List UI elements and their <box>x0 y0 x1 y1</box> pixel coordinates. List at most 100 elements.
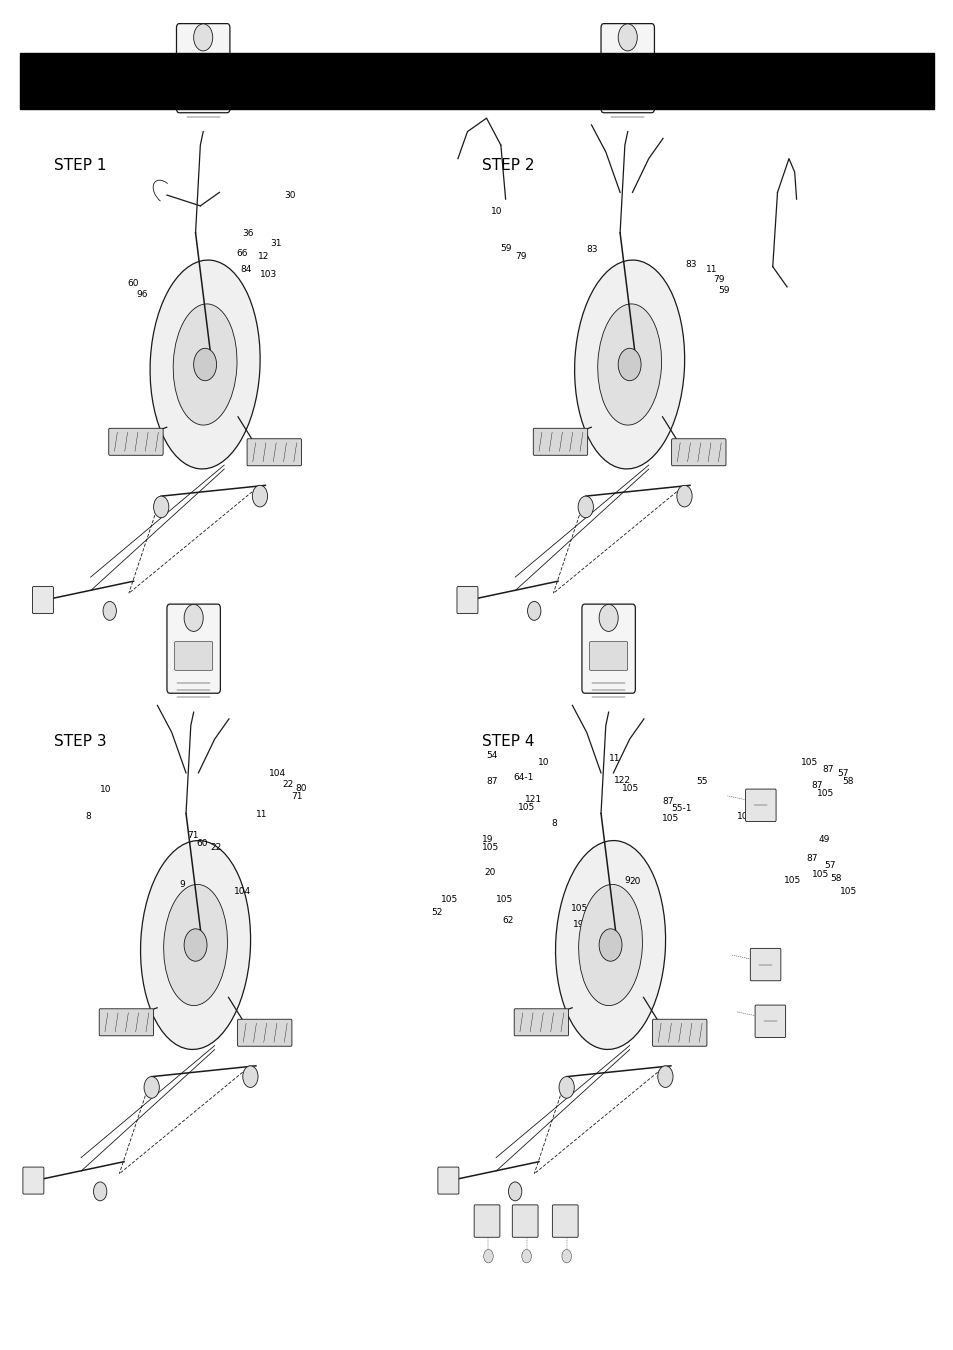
FancyBboxPatch shape <box>456 587 477 613</box>
FancyBboxPatch shape <box>167 605 220 694</box>
Circle shape <box>598 605 618 632</box>
FancyBboxPatch shape <box>99 1008 153 1035</box>
Text: 20: 20 <box>484 868 496 876</box>
FancyBboxPatch shape <box>109 428 163 455</box>
Circle shape <box>93 1183 107 1202</box>
Text: STEP 1: STEP 1 <box>54 158 107 173</box>
Circle shape <box>527 602 540 621</box>
FancyBboxPatch shape <box>184 61 222 90</box>
Text: 103: 103 <box>259 270 276 278</box>
Text: 105: 105 <box>481 844 498 852</box>
Text: 10: 10 <box>100 786 112 794</box>
Text: 87: 87 <box>821 765 833 774</box>
FancyBboxPatch shape <box>174 641 213 671</box>
Text: 71: 71 <box>291 792 302 801</box>
Text: 105: 105 <box>811 871 828 879</box>
Text: 12: 12 <box>257 252 269 261</box>
Text: 11: 11 <box>255 810 267 818</box>
FancyBboxPatch shape <box>755 1004 785 1038</box>
Bar <box>20 53 933 109</box>
Circle shape <box>252 486 267 508</box>
Text: 105: 105 <box>440 895 457 903</box>
Text: 59: 59 <box>499 244 511 252</box>
Text: STEP 2: STEP 2 <box>481 158 534 173</box>
Text: 11: 11 <box>705 266 717 274</box>
Text: 71: 71 <box>187 832 198 840</box>
Circle shape <box>242 1066 257 1088</box>
FancyBboxPatch shape <box>474 1206 499 1237</box>
Text: 11: 11 <box>608 755 619 763</box>
Text: 105: 105 <box>783 876 801 884</box>
FancyBboxPatch shape <box>552 1206 578 1237</box>
Ellipse shape <box>555 841 665 1049</box>
Ellipse shape <box>574 261 684 468</box>
Text: 19: 19 <box>573 921 584 929</box>
Text: 87: 87 <box>486 778 497 786</box>
Text: 80: 80 <box>295 784 307 792</box>
Circle shape <box>578 497 593 518</box>
Circle shape <box>508 1183 521 1202</box>
FancyBboxPatch shape <box>32 587 53 613</box>
Text: 105: 105 <box>570 904 587 913</box>
Circle shape <box>153 497 169 518</box>
Text: 105: 105 <box>816 790 833 798</box>
Ellipse shape <box>140 841 251 1049</box>
Text: 52: 52 <box>431 909 442 917</box>
FancyBboxPatch shape <box>589 641 627 671</box>
Ellipse shape <box>598 304 660 425</box>
Ellipse shape <box>578 884 641 1006</box>
Circle shape <box>193 348 216 381</box>
Text: 83: 83 <box>684 261 696 269</box>
FancyBboxPatch shape <box>652 1019 706 1046</box>
Text: 8: 8 <box>86 813 91 821</box>
Text: 64-1: 64-1 <box>513 774 533 782</box>
Text: 104: 104 <box>269 769 286 778</box>
Circle shape <box>677 486 691 508</box>
Text: 58: 58 <box>841 778 853 786</box>
FancyBboxPatch shape <box>247 439 301 466</box>
Text: 36: 36 <box>242 230 253 238</box>
Circle shape <box>598 929 621 961</box>
FancyBboxPatch shape <box>671 439 725 466</box>
Text: 20: 20 <box>629 878 640 886</box>
Text: 31: 31 <box>270 239 281 247</box>
Text: 60: 60 <box>127 279 138 288</box>
Text: 60: 60 <box>196 840 208 848</box>
Circle shape <box>618 348 640 381</box>
Text: 22: 22 <box>282 780 294 788</box>
Text: 10: 10 <box>491 208 502 216</box>
Text: 87: 87 <box>661 798 673 806</box>
Text: 62: 62 <box>502 917 514 925</box>
FancyBboxPatch shape <box>749 948 780 980</box>
Ellipse shape <box>173 304 236 425</box>
Circle shape <box>558 1077 574 1099</box>
Text: 79: 79 <box>515 252 526 261</box>
Circle shape <box>144 1077 159 1099</box>
Text: 58: 58 <box>829 875 841 883</box>
Text: 41: 41 <box>184 317 195 325</box>
Text: 105: 105 <box>839 887 856 895</box>
Text: 105: 105 <box>496 895 513 903</box>
Circle shape <box>561 1250 571 1264</box>
Text: 105: 105 <box>801 759 818 767</box>
FancyBboxPatch shape <box>745 788 776 821</box>
Text: 79: 79 <box>713 275 724 284</box>
Ellipse shape <box>164 884 227 1006</box>
Circle shape <box>618 24 637 51</box>
Circle shape <box>483 1250 493 1264</box>
Text: 104: 104 <box>233 887 251 895</box>
Text: 49: 49 <box>818 836 829 844</box>
FancyBboxPatch shape <box>533 428 587 455</box>
Text: 122: 122 <box>614 776 631 784</box>
Text: 83: 83 <box>586 246 598 254</box>
Text: 105: 105 <box>736 813 753 821</box>
Text: 66: 66 <box>236 250 248 258</box>
Text: 59: 59 <box>718 286 729 294</box>
Circle shape <box>658 1066 672 1088</box>
Text: 84: 84 <box>240 266 252 274</box>
FancyBboxPatch shape <box>514 1008 568 1035</box>
Text: 19: 19 <box>481 836 493 844</box>
Text: 22: 22 <box>210 844 221 852</box>
Text: STEP 4: STEP 4 <box>481 734 534 749</box>
Circle shape <box>521 1250 531 1264</box>
